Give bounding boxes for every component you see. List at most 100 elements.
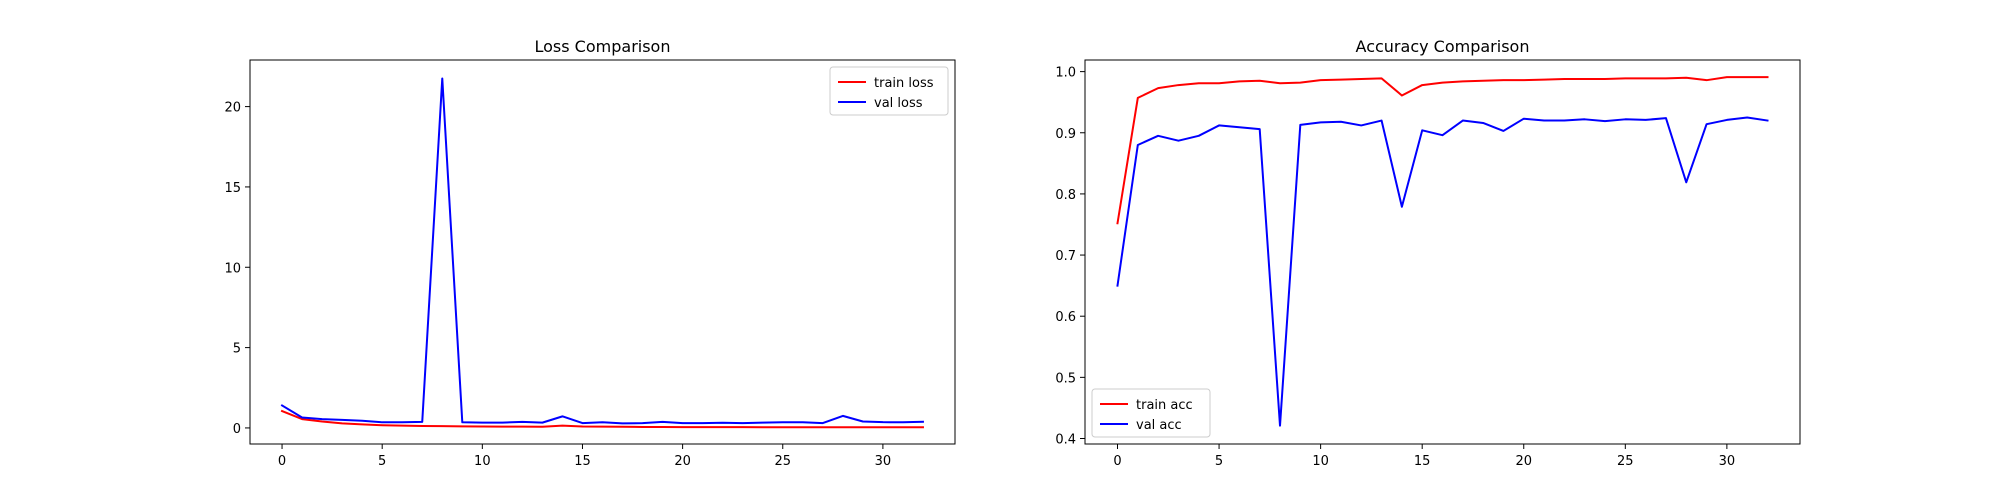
y-tick-label: 0.9	[1055, 127, 1076, 142]
data-point-val-loss	[602, 421, 604, 423]
x-tick-label: 10	[1312, 454, 1329, 469]
y-tick-label: 0.5	[1055, 371, 1076, 386]
data-point-train-acc	[1238, 80, 1240, 82]
data-point-train-acc	[1767, 76, 1769, 78]
y-tick-label: 1.0	[1055, 66, 1076, 81]
data-point-val-loss	[742, 422, 744, 424]
data-point-val-loss	[902, 421, 904, 423]
data-point-train-acc	[1645, 77, 1647, 79]
data-point-train-acc	[1502, 79, 1504, 81]
data-point-train-loss	[381, 424, 383, 426]
data-point-val-acc	[1340, 121, 1342, 123]
data-point-train-loss	[281, 410, 283, 412]
data-point-train-acc	[1462, 80, 1464, 82]
series-line-val-loss	[280, 77, 924, 425]
data-point-val-acc	[1706, 123, 1708, 125]
y-tick-label: 0.7	[1055, 249, 1076, 264]
data-point-train-acc	[1563, 78, 1565, 80]
data-point-val-acc	[1218, 124, 1220, 126]
data-point-val-loss	[662, 421, 664, 423]
data-point-val-loss	[381, 421, 383, 423]
data-point-train-loss	[541, 426, 543, 428]
chart-title: Loss Comparison	[535, 37, 671, 56]
legend-label: val acc	[1136, 418, 1182, 433]
data-point-train-loss	[922, 426, 924, 428]
data-point-train-loss	[361, 423, 363, 425]
data-point-val-acc	[1726, 119, 1728, 121]
data-point-train-loss	[421, 425, 423, 427]
data-point-train-loss	[642, 426, 644, 428]
data-point-val-acc	[1259, 128, 1261, 130]
data-point-train-acc	[1381, 77, 1383, 79]
data-point-val-acc	[1137, 144, 1139, 146]
data-point-val-acc	[1442, 134, 1444, 136]
data-point-val-acc	[1624, 118, 1626, 120]
plot-area-frame	[1084, 59, 1801, 445]
data-point-train-acc	[1604, 78, 1606, 80]
x-tick-label: 15	[574, 454, 591, 469]
series-line-val-acc	[1116, 116, 1769, 427]
x-tick-label: 30	[1719, 454, 1736, 469]
data-point-train-loss	[622, 426, 624, 428]
plot-area-frame	[249, 59, 956, 445]
data-point-val-loss	[722, 422, 724, 424]
data-point-train-loss	[441, 425, 443, 427]
data-point-train-acc	[1198, 82, 1200, 84]
data-point-val-loss	[782, 421, 784, 423]
data-point-val-acc	[1563, 120, 1565, 122]
data-point-train-acc	[1177, 84, 1179, 86]
data-point-train-loss	[882, 426, 884, 428]
data-point-val-loss	[882, 421, 884, 423]
series-line-train-loss	[280, 409, 924, 429]
data-point-train-acc	[1584, 78, 1586, 80]
data-point-train-loss	[521, 426, 523, 428]
x-tick-label: 20	[674, 454, 691, 469]
data-point-train-loss	[902, 426, 904, 428]
legend-label: val loss	[874, 96, 923, 111]
x-tick-label: 0	[278, 454, 286, 469]
data-point-val-loss	[802, 421, 804, 423]
data-point-train-acc	[1137, 97, 1139, 99]
data-point-train-acc	[1259, 80, 1261, 82]
data-point-train-loss	[862, 426, 864, 428]
data-point-train-acc	[1442, 82, 1444, 84]
data-point-val-acc	[1523, 118, 1525, 120]
data-point-train-acc	[1360, 78, 1362, 80]
data-point-val-acc	[1462, 120, 1464, 122]
data-point-train-loss	[341, 422, 343, 424]
accuracy-comparison-chart: Accuracy Comparison 0 5 10 15 20 25 30 0.4 0.5 0.6…	[1055, 37, 1801, 469]
data-point-train-acc	[1706, 79, 1708, 81]
data-point-train-loss	[682, 426, 684, 428]
data-point-val-loss	[401, 421, 403, 423]
legend-label: train acc	[1136, 398, 1193, 413]
data-point-train-acc	[1685, 77, 1687, 79]
data-point-val-loss	[842, 415, 844, 417]
data-point-val-loss	[421, 421, 423, 423]
y-tick-label: 10	[224, 261, 241, 276]
data-point-train-acc	[1218, 82, 1220, 84]
data-point-val-loss	[541, 422, 543, 424]
x-tick-label: 5	[378, 454, 386, 469]
data-point-val-loss	[682, 422, 684, 424]
data-point-train-acc	[1482, 80, 1484, 82]
data-point-train-acc	[1543, 79, 1545, 81]
data-point-val-acc	[1381, 120, 1383, 122]
data-point-val-acc	[1238, 126, 1240, 128]
legend-label: train loss	[874, 76, 934, 91]
data-point-train-loss	[481, 425, 483, 427]
data-point-train-loss	[602, 426, 604, 428]
x-tick-label: 15	[1414, 454, 1431, 469]
data-point-val-loss	[822, 422, 824, 424]
data-point-train-loss	[662, 426, 664, 428]
data-point-train-acc	[1726, 76, 1728, 78]
data-point-train-acc	[1746, 76, 1748, 78]
data-point-train-acc	[1401, 94, 1403, 96]
x-tick-label: 30	[875, 454, 892, 469]
data-point-val-loss	[481, 422, 483, 424]
x-tick-label: 5	[1215, 454, 1223, 469]
data-point-val-loss	[581, 422, 583, 424]
data-point-val-acc	[1320, 121, 1322, 123]
data-point-train-loss	[822, 426, 824, 428]
data-point-train-loss	[802, 426, 804, 428]
data-point-val-acc	[1746, 116, 1748, 118]
